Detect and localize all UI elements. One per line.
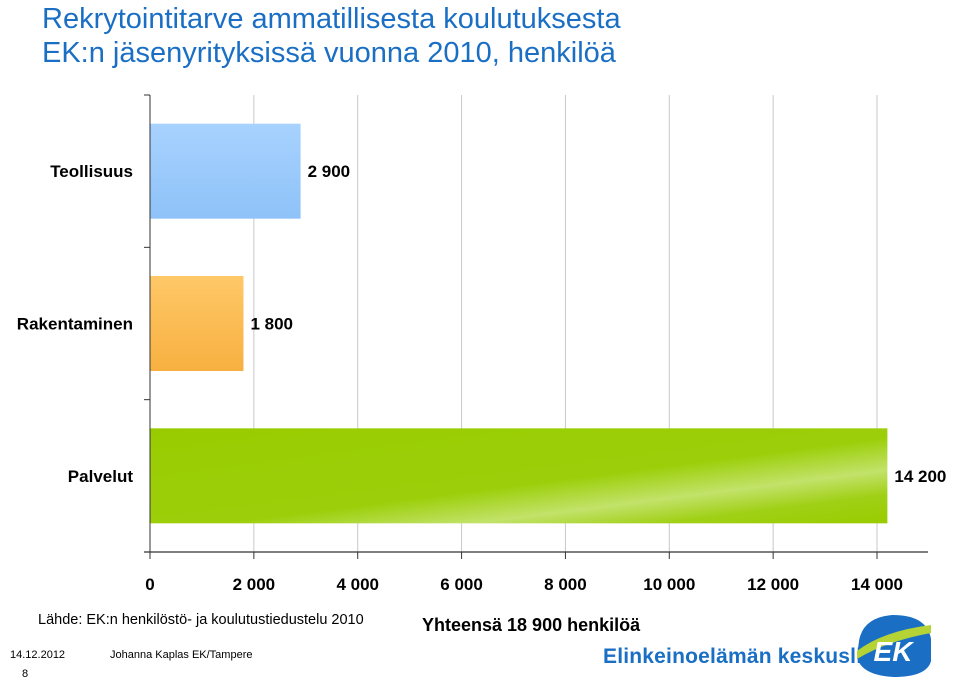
bar-palvelut (150, 428, 888, 524)
x-tick-label: 0 (145, 575, 154, 594)
category-label: Palvelut (68, 467, 134, 486)
bar-teollisuus (150, 123, 301, 219)
category-label: Rakentaminen (17, 315, 133, 334)
x-tick-label: 2 000 (233, 575, 276, 594)
x-tick-label: 8 000 (544, 575, 587, 594)
ek-logo-text: EK (874, 636, 915, 667)
total-note: Yhteensä 18 900 henkilöä (422, 615, 641, 635)
x-tick-label: 4 000 (336, 575, 379, 594)
bar-chart: 0 2 000 4 000 6 000 8 000 10 000 12 000 14 000 T… (17, 94, 947, 594)
chart-title-line-2: EK:n jäsenyrityksissä vuonna 2010, henki… (42, 37, 616, 69)
chart-title: Rekrytointitarve ammatillisesta koulutuk… (42, 2, 621, 70)
ek-logo-swoosh (857, 625, 931, 659)
footer-author: Johanna Kaplas EK/Tampere (110, 649, 253, 661)
data-label: 2 900 (308, 162, 351, 181)
x-tick-label: 10 000 (643, 575, 695, 594)
bar-rakentaminen (150, 276, 244, 371)
chart-title-line-1: Rekrytointitarve ammatillisesta koulutuk… (42, 3, 621, 35)
organization-name: Elinkeinoelämän keskusliitto (603, 645, 896, 668)
axes (144, 94, 928, 559)
x-tick-label: 12 000 (747, 575, 799, 594)
category-label: Teollisuus (50, 162, 133, 181)
ek-logo: EK (857, 615, 931, 677)
x-tick-label: 6 000 (440, 575, 483, 594)
footer-date: 14.12.2012 (10, 649, 66, 661)
page-number: 8 (22, 668, 29, 680)
chart-labels: 0 2 000 4 000 6 000 8 000 10 000 12 000 14 000 T… (17, 162, 947, 594)
x-tick-label: 14 000 (851, 575, 903, 594)
data-label: 14 200 (894, 467, 946, 486)
data-label: 1 800 (250, 315, 293, 334)
source-note: Lähde: EK:n henkilöstö- ja koulutustiedu… (38, 612, 364, 628)
bars (150, 123, 888, 524)
